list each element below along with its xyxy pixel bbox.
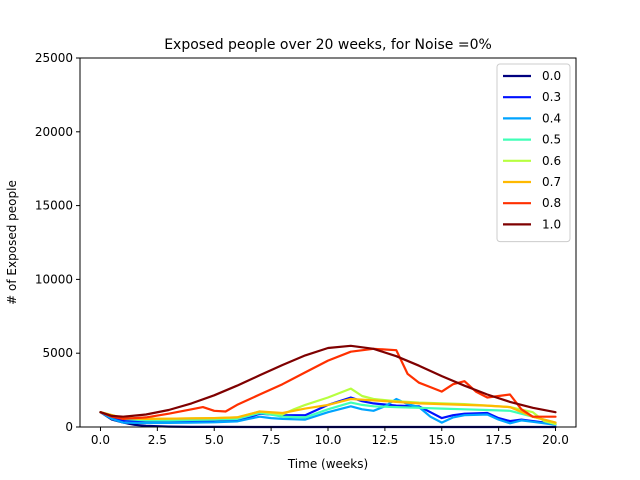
x-tick-label: 2.5 [148,433,167,447]
x-tick-label: 0.0 [91,433,110,447]
chart-title: Exposed people over 20 weeks, for Noise … [164,37,492,53]
y-axis-ticks: 0 5000 10000 15000 20000 25000 [35,51,80,434]
series-line-0-7 [99,397,557,424]
legend-label: 0.0 [542,69,561,83]
x-tick-label: 15.0 [428,433,455,447]
x-axis-ticks: 0.0 2.5 5.0 7.5 10.0 12.5 15.0 17.5 20.0 [91,427,569,447]
y-tick-label: 10000 [35,272,73,286]
x-tick-label: 10.0 [315,433,342,447]
series-line-1-0 [99,344,557,418]
y-tick-label: 0 [65,420,73,434]
series-line-0-4 [99,397,557,426]
x-tick-label: 7.5 [262,433,281,447]
legend-label: 0.6 [542,154,561,168]
legend-label: 0.7 [542,175,561,189]
y-axis-label: # of Exposed people [5,180,19,305]
y-tick-label: 5000 [42,346,73,360]
x-axis-label: Time (weeks) [287,457,368,471]
x-tick-label: 12.5 [372,433,399,447]
legend-label: 0.4 [542,111,561,125]
legend-box [496,63,571,243]
series-layer [99,344,557,429]
y-tick-label: 20000 [35,125,73,139]
series-line-0-5 [99,401,557,424]
legend-label: 0.8 [542,196,561,210]
x-tick-label: 20.0 [542,433,569,447]
legend-label: 0.5 [542,133,561,147]
x-tick-label: 5.0 [205,433,224,447]
legend: 0.0 0.3 0.4 0.5 0.6 0.7 0.8 1.0 [496,63,571,243]
legend-label: 1.0 [542,217,561,231]
y-tick-label: 25000 [35,51,73,65]
legend-label: 0.3 [542,90,561,104]
y-tick-label: 15000 [35,199,73,213]
x-tick-label: 17.5 [485,433,512,447]
